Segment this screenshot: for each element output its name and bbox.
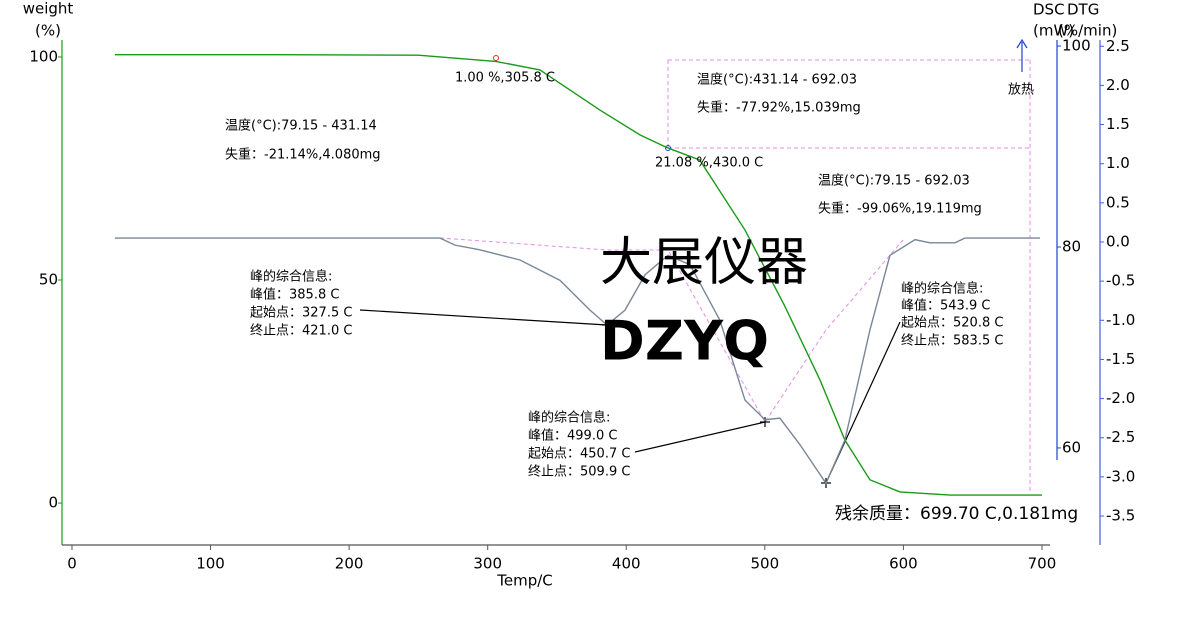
annotation: 起始点：327.5 C — [250, 306, 352, 321]
annotation: 温度(°C):79.15 - 431.14 — [225, 118, 377, 134]
annotation: 峰的综合信息: — [250, 269, 332, 285]
annotation: 终止点：421.0 C — [250, 323, 352, 339]
data-line — [114, 54, 1042, 496]
y-tick-label: 0 — [48, 494, 58, 512]
annotation: 峰值：385.8 C — [250, 287, 339, 303]
y3-tick-label: 80 — [1062, 237, 1081, 255]
annotation: 终止点：509.9 C — [528, 464, 630, 480]
x-tick-label: 100 — [196, 555, 225, 573]
y2-tick-label: -2.5 — [1106, 428, 1135, 446]
annotation: 温度(°C):431.14 - 692.03 — [697, 72, 857, 88]
x-tick-label: 400 — [612, 555, 641, 573]
annotation: 残余质量：699.70 C,0.181mg — [835, 504, 1078, 524]
y2-tick-label: -2.0 — [1106, 389, 1135, 407]
y2-tick-label: -1.5 — [1106, 350, 1135, 368]
data-line — [114, 237, 1041, 485]
y3-axis-label: (mW) — [1033, 22, 1074, 40]
y2-tick-label: -3.5 — [1106, 507, 1135, 525]
annotation: 峰的综合信息: — [901, 281, 983, 297]
point-marker — [493, 55, 499, 61]
annotation: 峰的综合信息: — [528, 410, 610, 426]
watermark: DZYQ — [600, 310, 769, 373]
x-tick-label: 700 — [1028, 555, 1057, 573]
y2-axis-label: DTG — [1067, 1, 1099, 19]
x-tick-label: 600 — [889, 555, 918, 573]
annotation: 1.00 %,305.8 C — [455, 71, 555, 86]
guide-lines — [439, 59, 1031, 492]
watermark: 大展仪器 — [600, 233, 808, 293]
annotation: 失重：-21.14%,4.080mg — [225, 147, 381, 163]
annotation: 峰值：499.0 C — [528, 428, 617, 444]
y2-tick-label: -1.0 — [1106, 311, 1135, 329]
point-marker — [665, 145, 671, 151]
annotation: 21.08 %,430.0 C — [655, 156, 763, 171]
annotation: 起始点：450.7 C — [528, 447, 630, 462]
annotation: 终止点：583.5 C — [901, 333, 1003, 349]
x-tick-label: 300 — [473, 555, 502, 573]
y-axis-label: (%) — [35, 22, 61, 40]
y2-tick-label: 1.0 — [1106, 154, 1130, 172]
y3-tick-label: 100 — [1062, 37, 1091, 55]
y3-tick-label: 60 — [1062, 438, 1081, 456]
y2-tick-label: 2.5 — [1106, 37, 1130, 55]
annotation: 放热 — [1008, 83, 1034, 98]
x-tick-label: 200 — [335, 555, 364, 573]
y2-tick-label: 1.5 — [1106, 115, 1130, 133]
annotation: 起始点：520.8 C — [901, 316, 1003, 331]
x-axis-label: Temp/C — [496, 572, 553, 590]
annotation: 峰值：543.9 C — [901, 298, 990, 314]
y2-tick-label: 0.5 — [1106, 193, 1130, 211]
y2-tick-label: -0.5 — [1106, 272, 1135, 290]
annotation: 失重：-77.92%,15.039mg — [697, 100, 861, 116]
y2-axis-label: (%/min) — [1058, 22, 1117, 40]
y-tick-label: 50 — [39, 271, 58, 289]
y2-tick-label: -3.0 — [1106, 467, 1135, 485]
y2-tick-label: 2.0 — [1106, 76, 1130, 94]
y3-axis-label: DSC — [1033, 1, 1065, 19]
annotation: 失重：-99.06%,19.119mg — [818, 201, 982, 217]
x-tick-label: 0 — [67, 555, 77, 573]
y2-tick-label: 0.0 — [1106, 233, 1130, 251]
y-tick-label: 100 — [29, 47, 58, 65]
y-axis-label: weight — [23, 0, 74, 18]
x-tick-label: 500 — [751, 555, 780, 573]
annotation: 温度(°C):79.15 - 692.03 — [818, 173, 970, 189]
